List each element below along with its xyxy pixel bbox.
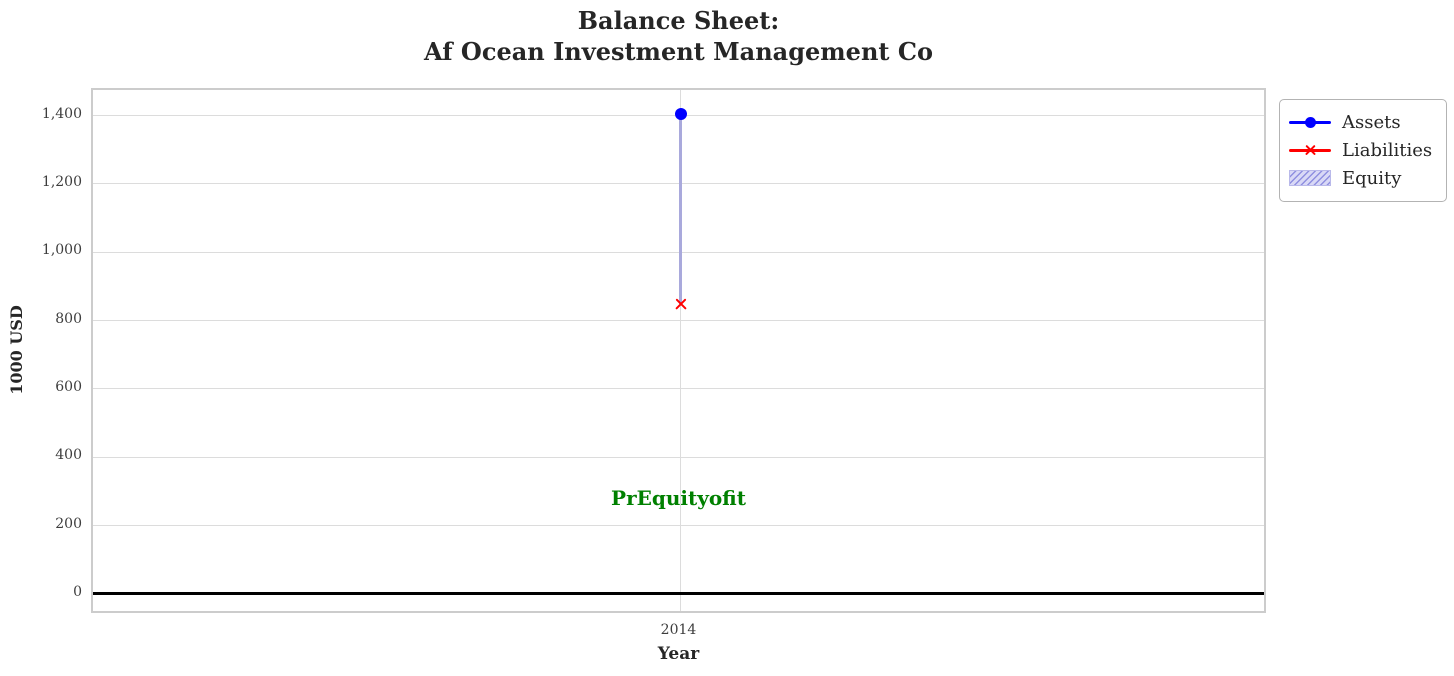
liabilities-data-point <box>674 297 688 311</box>
x-gridline <box>680 90 681 611</box>
assets-data-point <box>674 107 687 120</box>
y-tick-label: 600 <box>55 378 82 395</box>
y-gridline <box>93 320 1264 322</box>
y-gridline <box>93 183 1264 185</box>
y-tick-label: 1,200 <box>41 173 82 190</box>
chart-title-line-2: Af Ocean Investment Management Co <box>424 37 933 66</box>
legend-label-equity: Equity <box>1342 167 1402 189</box>
equity-hatch-patch-icon <box>1289 169 1331 187</box>
plot-area: PrEquityofit <box>91 88 1266 613</box>
y-axis-label: 1000 USD <box>7 305 26 395</box>
assets-line-dot-icon <box>1289 113 1331 131</box>
y-tick-label: 1,400 <box>41 105 82 122</box>
y-tick-label: 1,000 <box>41 242 82 259</box>
legend-label-liabilities: Liabilities <box>1342 139 1433 161</box>
x-tick-label: 2014 <box>660 622 697 638</box>
legend-label-assets: Assets <box>1342 111 1401 133</box>
y-tick-label: 0 <box>73 583 82 600</box>
y-gridline <box>93 456 1264 458</box>
y-tick-label: 800 <box>55 310 82 327</box>
y-gridline <box>93 525 1264 526</box>
liabilities-line-x-icon <box>1289 141 1331 159</box>
y-gridline <box>93 388 1264 390</box>
y-tick-label: 400 <box>55 447 82 464</box>
zero-axis-line <box>93 592 1264 596</box>
legend-item-equity: Equity <box>1289 164 1437 192</box>
x-axis-label: Year <box>657 644 700 664</box>
legend: Assets Liabilities Equity <box>1279 99 1447 202</box>
y-gridline <box>93 251 1264 253</box>
legend-item-liabilities: Liabilities <box>1289 136 1437 164</box>
y-tick-label: 200 <box>55 515 82 532</box>
equity-band <box>679 113 682 305</box>
chart-title: Balance Sheet: Af Ocean Investment Manag… <box>91 5 1266 67</box>
annotation-text: PrEquityofit <box>611 486 746 511</box>
chart-title-line-1: Balance Sheet: <box>577 6 780 35</box>
legend-item-assets: Assets <box>1289 108 1437 136</box>
